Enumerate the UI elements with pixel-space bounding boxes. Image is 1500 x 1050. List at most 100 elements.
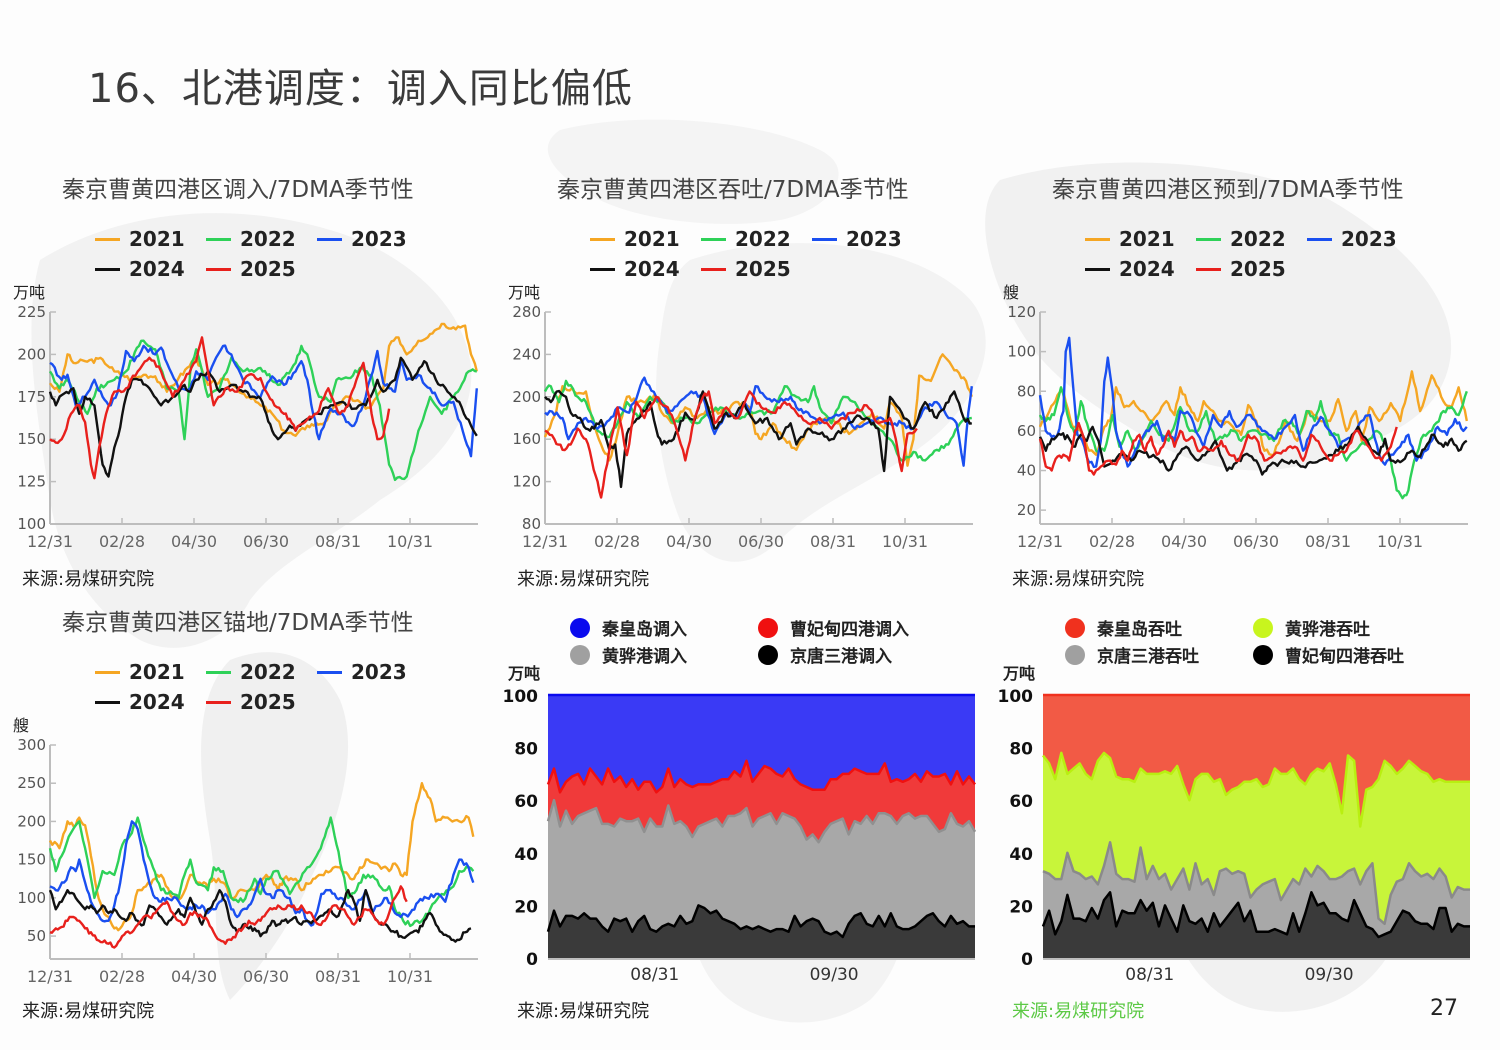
chart-legend: 2021 2022 2023 2024 2025 [1085,227,1465,287]
y-tick-label: 100 [998,687,1034,707]
y-tick-label: 175 [17,388,46,406]
area-boundary-line [1042,751,1470,828]
legend-line-swatch-icon [95,267,120,271]
legend-item: 黄骅港吞吐 [1253,615,1370,640]
legend-dot-icon [1253,644,1273,665]
legend-label: 2021 [624,227,680,251]
area-boundary-line [546,798,977,844]
x-tick-label: 10/31 [387,967,433,986]
legend-line-swatch-icon [206,670,231,674]
series-line-2024 [544,389,972,489]
legend-label: 2022 [735,227,791,251]
line-chart-svg: 80 120 160 200 240 280 12/31 02/28 04/30 06/30 08/… [512,303,973,551]
legend-line-swatch-icon [1307,237,1332,241]
y-tick-label: 200 [17,345,46,363]
x-tick-label: 08/31 [1125,965,1174,985]
chart-legend: 秦皇岛吞吐 黄骅港吞吐 京唐三港吞吐 曹妃甸四港吞吐 [1065,615,1485,675]
legend-item-2021: 2021 [95,660,185,684]
chart-source: 来源:易煤研究院 [22,569,155,590]
chart-panel-inflow-share: 秦皇岛调入 曹妃甸四港调入 黄骅港调入 京唐三港调入 万吨 0 20 40 60 80 100 0… [495,600,995,1040]
y-tick-label: 150 [17,851,46,869]
y-tick-label: 225 [17,303,46,321]
chart-title: 秦京曹黄四港区锚地/7DMA季节性 [62,610,414,636]
legend-label: 2023 [351,227,407,251]
legend-label: 曹妃甸四港吞吐 [1285,647,1404,667]
x-tick-label: 06/30 [738,532,784,551]
x-tick-label: 02/28 [1089,532,1135,551]
y-tick-label: 0 [1021,950,1033,970]
legend-line-swatch-icon [701,267,726,271]
chart-source: 来源:易煤研究院 [1012,1001,1145,1022]
legend-item: 黄骅港调入 [570,642,687,667]
legend-item-2025: 2025 [701,257,791,281]
legend-label: 2021 [1119,227,1175,251]
area-boundary-line [546,759,976,794]
legend-line-swatch-icon [95,670,120,674]
series-line-2025 [544,390,918,499]
y-tick-label: 50 [27,927,46,945]
chart-title: 秦京曹黄四港区预到/7DMA季节性 [1052,177,1404,203]
legend-dot-icon [1065,617,1085,638]
x-tick-label: 09/30 [810,965,859,985]
legend-item-2023: 2023 [812,227,902,251]
x-tick-label: 06/30 [243,532,289,551]
legend-label: 2021 [129,660,185,684]
x-tick-label: 06/30 [243,967,289,986]
y-tick-label: 240 [512,345,541,363]
legend-item-2021: 2021 [95,227,185,251]
legend-label: 2025 [735,257,791,281]
legend-line-swatch-icon [95,700,120,704]
y-tick-label: 100 [17,889,46,907]
legend-line-swatch-icon [590,267,615,271]
legend-item: 秦皇岛调入 [570,615,687,640]
x-tick-label: 04/30 [666,532,712,551]
stacked-area-chart-svg: 0 20 40 60 80 100 08/31 09/30 [503,687,977,985]
legend-item-2023: 2023 [317,660,407,684]
x-tick-label: 04/30 [171,967,217,986]
legend-line-swatch-icon [317,670,342,674]
y-tick-label: 100 [17,515,46,533]
series-line-2022 [1038,386,1468,500]
legend-label: 2023 [846,227,902,251]
legend-item-2023: 2023 [317,227,407,251]
legend-dot-icon [758,617,778,638]
legend-item-2021: 2021 [590,227,680,251]
series-line-2023 [544,376,973,467]
legend-item-2021: 2021 [1085,227,1175,251]
y-tick-label: 160 [512,430,541,448]
legend-line-swatch-icon [95,237,120,241]
chart-panel-expected-arrivals: 秦京曹黄四港区预到/7DMA季节性 2021 2022 2023 2024 2025 艘… [995,160,1500,600]
chart-title: 秦京曹黄四港区调入/7DMA季节性 [62,177,414,203]
legend-line-swatch-icon [206,700,231,704]
legend-item-2022: 2022 [206,660,296,684]
legend-label: 京唐三港调入 [790,647,892,667]
series-line-2025 [1038,421,1398,476]
legend-line-swatch-icon [206,237,231,241]
line-chart-svg: 20 40 60 80 100 120 12/31 02/28 04/30 06/30 08/31 1… [1007,303,1468,551]
y-axis-unit: 万吨 [13,283,46,302]
legend-label: 2025 [1230,257,1286,281]
x-tick-label: 02/28 [99,967,145,986]
y-tick-label: 125 [17,473,46,491]
chart-legend: 2021 2022 2023 2024 2025 [95,660,475,720]
y-tick-label: 150 [17,430,46,448]
chart-source: 来源:易煤研究院 [517,569,650,590]
legend-item-2024: 2024 [95,257,185,281]
x-tick-label: 08/31 [1305,532,1351,551]
y-axis-unit: 万吨 [1003,664,1036,683]
stacked-area-chart-svg: 0 20 40 60 80 100 08/31 09/30 [998,687,1470,985]
legend-label: 2024 [129,690,185,714]
y-tick-label: 200 [512,388,541,406]
legend-line-swatch-icon [1085,237,1110,241]
y-tick-label: 120 [512,473,541,491]
legend-label: 2022 [240,227,296,251]
x-tick-label: 08/31 [315,967,361,986]
legend-item: 京唐三港吞吐 [1065,642,1199,667]
x-tick-label: 12/31 [27,532,73,551]
y-axis-unit: 万吨 [508,283,541,302]
legend-item-2024: 2024 [95,690,185,714]
y-tick-label: 60 [1009,792,1033,812]
area-boundary-line [1041,891,1470,939]
y-tick-label: 20 [514,897,538,917]
chart-source: 来源:易煤研究院 [517,1001,650,1022]
